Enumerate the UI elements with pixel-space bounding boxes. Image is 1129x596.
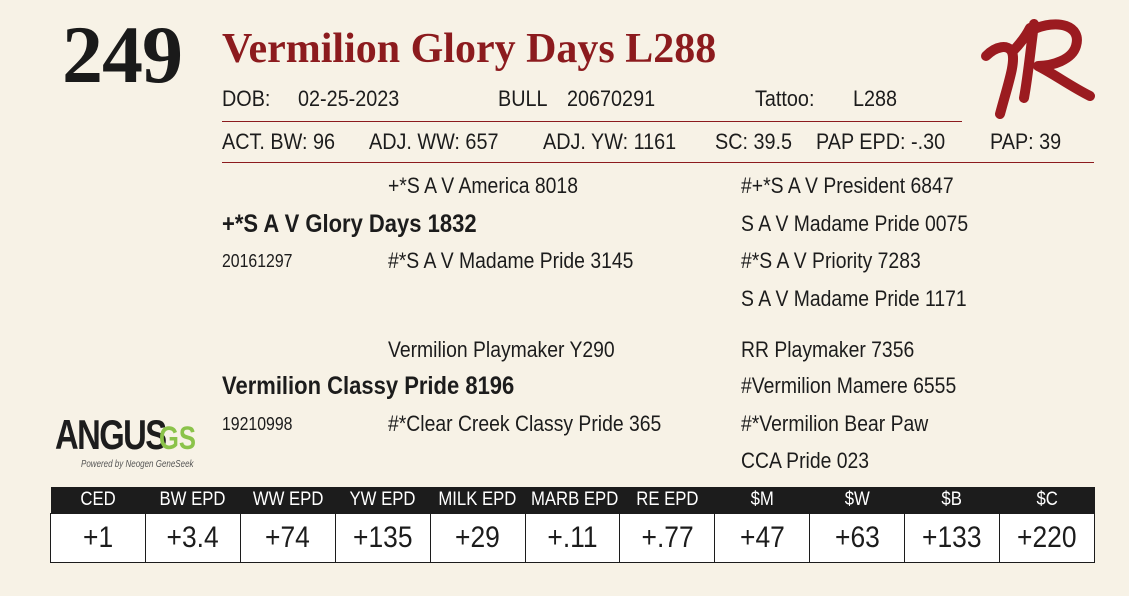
epd-table: CED BW EPD WW EPD YW EPD MILK EPD MARB E… — [50, 487, 1095, 563]
epd-value-ww: +74 — [239, 512, 336, 563]
performance-divider — [222, 162, 1094, 163]
epd-value-milk: +29 — [429, 512, 526, 563]
epd-value-bw: +3.4 — [144, 512, 241, 563]
epd-value-ced: +1 — [50, 512, 146, 563]
dob-value: 02-25-2023 — [298, 86, 400, 111]
scrotal-circumference: SC: 39.5 — [715, 129, 793, 154]
sire-name: +*S A V Glory Days 1832 — [222, 210, 477, 238]
epd-value-marb: +.11 — [524, 512, 621, 563]
registration-number: 20670291 — [567, 86, 656, 111]
epd-header-milk: MILK EPD — [430, 487, 526, 513]
sire-sire-dam: S A V Madame Pride 0075 — [741, 211, 969, 236]
angus-gs-logo: ANGUS GS Powered by Neogen GeneSeek — [55, 414, 205, 476]
dam-sire-sire: RR Playmaker 7356 — [741, 337, 915, 362]
epd-header-marb: MARB EPD — [525, 487, 620, 513]
epd-value-yw: +135 — [334, 512, 431, 563]
epd-value-c: +220 — [999, 512, 1095, 563]
angus-wordmark: ANGUS — [55, 411, 167, 458]
dam-name: Vermilion Classy Pride 8196 — [222, 372, 515, 400]
epd-header-w: $W — [809, 487, 905, 513]
epd-header-bw: BW EPD — [145, 487, 241, 513]
dam-dam-sire: #*Vermilion Bear Paw — [741, 411, 929, 436]
adjusted-yearling-weight: ADJ. YW: 1161 — [543, 129, 677, 154]
epd-value-w: +63 — [809, 512, 906, 563]
epd-header-b: $B — [904, 487, 1000, 513]
lot-number: 249 — [62, 9, 183, 100]
vr-brand-logo — [981, 19, 1095, 119]
adjusted-weaning-weight: ADJ. WW: 657 — [369, 129, 499, 154]
sire-dam-dam: S A V Madame Pride 1171 — [741, 286, 967, 311]
epd-header-yw: YW EPD — [335, 487, 431, 513]
dam-registration: 19210998 — [222, 414, 293, 434]
sire-dam: #*S A V Madame Pride 3145 — [388, 248, 634, 273]
sire-dam-sire: #*S A V Priority 7283 — [741, 248, 921, 273]
sire-registration: 20161297 — [222, 251, 293, 271]
epd-value-row: +1 +3.4 +74 +135 +29 +.11 +.77 +47 +63 +… — [50, 512, 1095, 563]
epd-value-re: +.77 — [619, 512, 716, 563]
gs-wordmark: GS — [159, 420, 196, 456]
dam-dam-dam: CCA Pride 023 — [741, 448, 870, 473]
tattoo-value: L288 — [853, 86, 898, 111]
epd-header-c: $C — [999, 487, 1095, 513]
epd-header-m: $M — [714, 487, 810, 513]
epd-header-ced: CED — [50, 487, 146, 513]
dob-label: DOB: — [222, 86, 271, 111]
epd-value-m: +47 — [714, 512, 811, 563]
dam-sire-dam: #Vermilion Mamere 6555 — [741, 373, 957, 398]
animal-name: Vermilion Glory Days L288 — [222, 26, 717, 72]
sire-sire: +*S A V America 8018 — [388, 173, 578, 198]
sire-sire-sire: #+*S A V President 6847 — [741, 173, 954, 198]
epd-header-ww: WW EPD — [240, 487, 336, 513]
dam-sire: Vermilion Playmaker Y290 — [388, 337, 615, 362]
pap-epd: PAP EPD: -.30 — [816, 129, 946, 154]
details-divider — [222, 121, 962, 122]
epd-header-row: CED BW EPD WW EPD YW EPD MILK EPD MARB E… — [50, 487, 1095, 513]
actual-birth-weight: ACT. BW: 96 — [222, 129, 335, 154]
pap-value: PAP: 39 — [990, 129, 1062, 154]
angus-tagline: Powered by Neogen GeneSeek — [81, 459, 194, 470]
sex-label: BULL — [498, 86, 548, 111]
dam-dam: #*Clear Creek Classy Pride 365 — [388, 411, 662, 436]
epd-header-re: RE EPD — [619, 487, 715, 513]
tattoo-label: Tattoo: — [755, 86, 815, 111]
epd-value-b: +133 — [904, 512, 1001, 563]
